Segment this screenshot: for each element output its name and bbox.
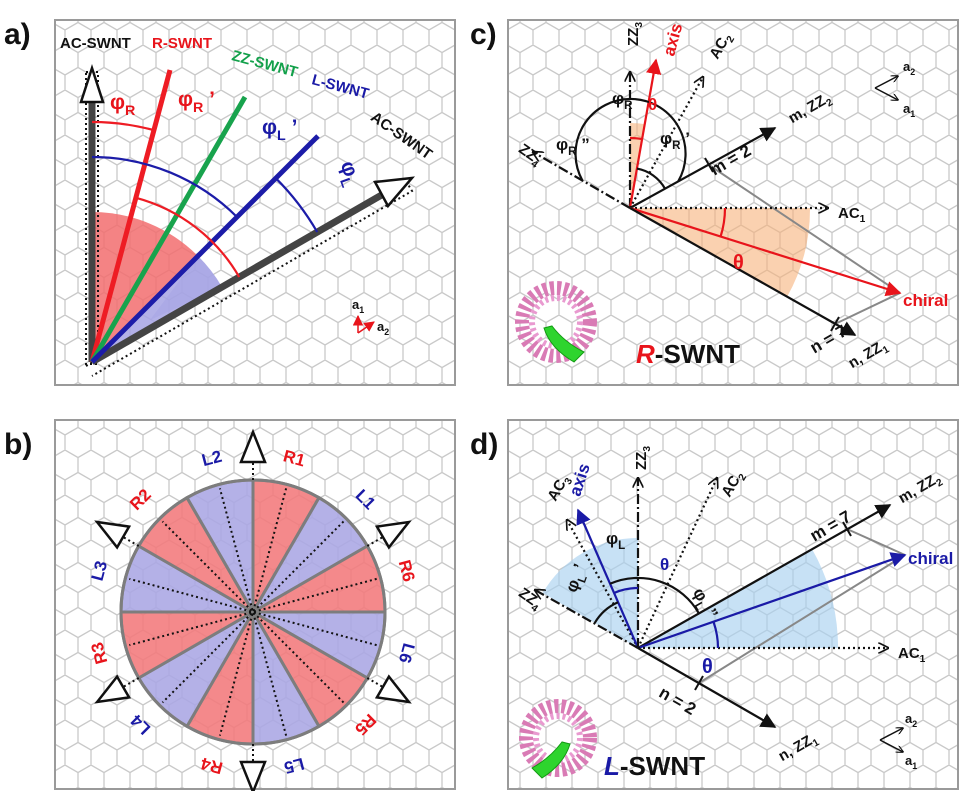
body: a) AC-SWNT R-SWNT ZZ-SWNT L-SWNT AC-SWNT…: [0, 0, 960, 791]
label-sub: 2: [910, 67, 915, 77]
page: SWNT handedness diagram { "panel_a": { "…: [0, 0, 960, 791]
title-accent: L: [604, 751, 620, 781]
label-main: AC: [838, 205, 860, 222]
label-sub: 1: [359, 305, 364, 315]
label-sub: 1: [920, 654, 926, 665]
label-main: φ: [606, 529, 618, 548]
label-main: AC: [898, 645, 920, 662]
angle-label: θ: [733, 252, 744, 274]
label-main: φ: [178, 88, 193, 111]
label-main: θ: [648, 95, 657, 114]
angle-arc: [630, 138, 642, 139]
panel-a: a) AC-SWNT R-SWNT ZZ-SWNT L-SWNT AC-SWNT…: [4, 18, 455, 385]
tube-label: AC-SWNT: [60, 35, 131, 52]
label-main: ZZ: [633, 452, 650, 470]
angle-label: θ: [660, 555, 669, 574]
panel-label: a): [4, 18, 31, 51]
panel-frame: [508, 20, 958, 385]
label-sub: 3: [634, 22, 645, 28]
label-sub: 3: [642, 446, 653, 452]
label-sub: 1: [912, 761, 917, 771]
label-sub: L: [618, 540, 625, 552]
label-suffix: ’: [681, 129, 690, 148]
label-main: θ: [660, 555, 669, 574]
label-main: φ: [660, 129, 672, 148]
label-main: φ: [110, 91, 125, 114]
angle-label: θ: [702, 656, 713, 678]
label-main: φ: [556, 135, 568, 154]
label-sub: 2: [384, 327, 389, 337]
label-suffix: ”: [577, 135, 590, 154]
panel-title: R-SWNT: [636, 339, 740, 369]
panel-b: b) R1L1R6L6R5L5R4L4R3L3R2L2: [4, 420, 455, 791]
tube-label: R-SWNT: [152, 35, 212, 52]
label-suffix: ’: [203, 88, 215, 111]
label-main: chiral: [908, 549, 953, 568]
title-rest: -SWNT: [655, 339, 740, 369]
label-main: θ: [733, 252, 744, 274]
label-sub: R: [125, 103, 136, 119]
title-accent: R: [636, 339, 655, 369]
label-sub: 1: [860, 214, 866, 225]
label-main: φ: [262, 116, 277, 139]
direction-label: chiral: [903, 291, 948, 310]
label-sub: L: [277, 128, 286, 144]
panel-label: d): [470, 428, 498, 461]
label-main: chiral: [903, 291, 948, 310]
label-sub: 1: [910, 109, 915, 119]
panel-label: b): [4, 428, 32, 461]
panel-label: c): [470, 18, 497, 51]
label-sub: R: [624, 100, 633, 112]
panel-c: c) ZZ3 axis AC2 m, ZZ2 ZZ4 AC1 chiral n,…: [470, 18, 958, 385]
label-suffix: ’: [286, 116, 298, 139]
direction-label: chiral: [908, 549, 953, 568]
label-main: ZZ: [625, 28, 642, 46]
angle-label: θ: [648, 95, 657, 114]
label-main: φ: [612, 89, 624, 108]
label-sub: 2: [912, 719, 917, 729]
panel-title: L-SWNT: [604, 751, 705, 781]
label-main: θ: [702, 656, 713, 678]
title-rest: -SWNT: [620, 751, 705, 781]
figure: a) AC-SWNT R-SWNT ZZ-SWNT L-SWNT AC-SWNT…: [0, 0, 960, 791]
panel-d: d) AC3 axis ZZ3 AC2 m, ZZ2 ZZ4 chiral AC…: [470, 420, 958, 789]
